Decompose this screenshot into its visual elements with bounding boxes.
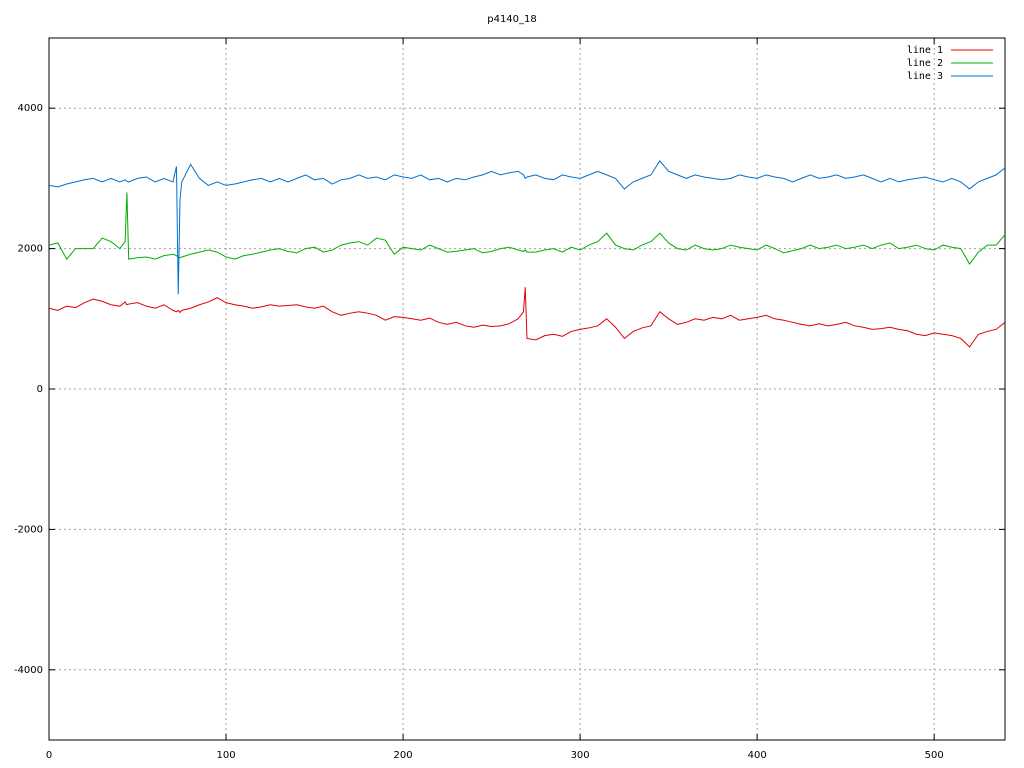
y-tick-label: 2000 (18, 244, 43, 255)
data-line (48, 192, 1006, 265)
y-tick-label: 4000 (18, 103, 43, 114)
y-tick-label: -4000 (14, 665, 43, 676)
x-tick-label: 0 (46, 750, 52, 761)
x-tick-label: 500 (925, 750, 944, 761)
legend-label: line 1 (907, 45, 943, 56)
y-tick-label: -2000 (14, 524, 43, 535)
x-tick-label: 200 (394, 750, 413, 761)
legend-label: line 2 (907, 58, 943, 69)
data-line (48, 160, 1006, 295)
chart-title: p4140_18 (487, 14, 537, 25)
data-line (48, 287, 1006, 348)
x-tick-label: 100 (216, 750, 235, 761)
plot-border (48, 37, 1006, 741)
y-tick-label: 0 (37, 384, 43, 395)
x-tick-label: 300 (571, 750, 590, 761)
legend-label: line 3 (907, 71, 943, 82)
x-tick-label: 400 (748, 750, 767, 761)
